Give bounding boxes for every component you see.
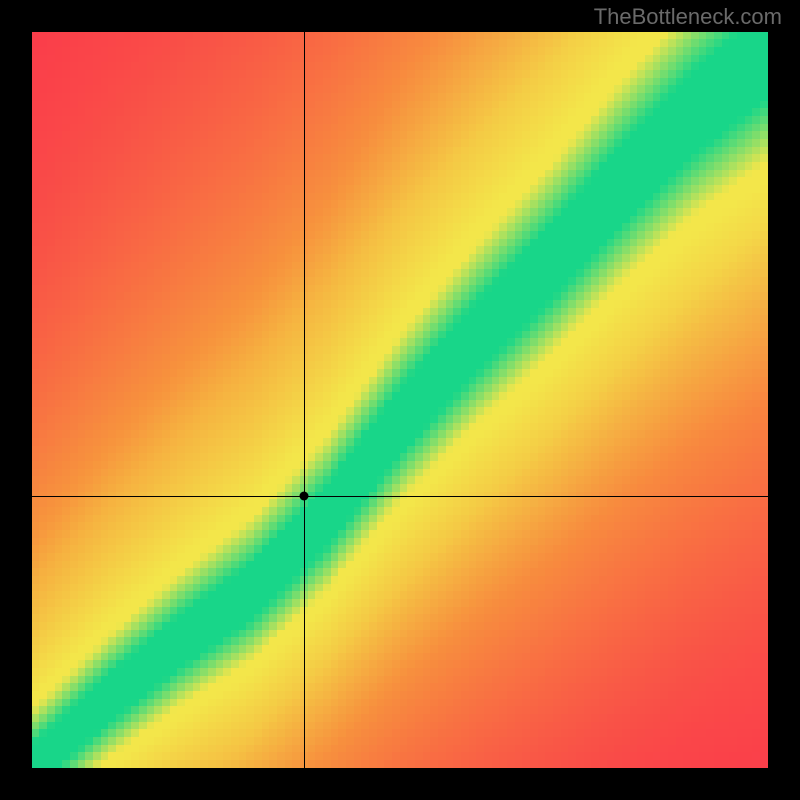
watermark-text: TheBottleneck.com — [594, 4, 782, 30]
crosshair-horizontal — [32, 496, 768, 497]
marker-dot — [300, 491, 309, 500]
heatmap-canvas — [32, 32, 768, 768]
chart-container: TheBottleneck.com — [0, 0, 800, 800]
crosshair-vertical — [304, 32, 305, 768]
